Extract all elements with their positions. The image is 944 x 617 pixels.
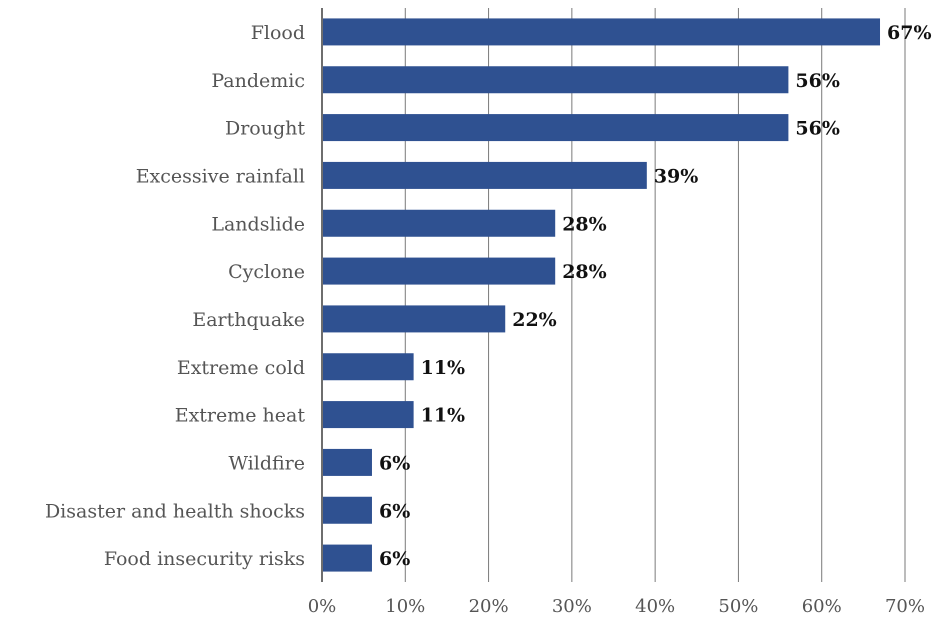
category-label: Flood — [251, 22, 305, 44]
data-label: 22% — [512, 309, 557, 331]
data-label: 67% — [887, 22, 932, 44]
category-label: Wildfire — [228, 452, 305, 474]
data-label: 6% — [379, 500, 410, 522]
x-tick-label: 30% — [552, 596, 592, 617]
category-label: Landslide — [211, 213, 305, 235]
data-label: 56% — [795, 70, 840, 92]
bar-earthquake — [322, 305, 505, 332]
category-label: Excessive rainfall — [136, 165, 305, 187]
bar-landslide — [322, 210, 555, 237]
bar-extreme-heat — [322, 401, 414, 428]
x-tick-label: 50% — [718, 596, 758, 617]
bar-food-insecurity-risks — [322, 545, 372, 572]
data-label: 56% — [795, 118, 840, 140]
bar-drought — [322, 114, 788, 141]
category-label: Cyclone — [228, 261, 305, 283]
bar-extreme-cold — [322, 353, 414, 380]
bar-disaster-and-health-shocks — [322, 497, 372, 524]
category-label: Extreme heat — [175, 405, 306, 427]
bar-flood — [322, 18, 880, 45]
data-label: 6% — [379, 452, 410, 474]
bar-wildfire — [322, 449, 372, 476]
category-label: Disaster and health shocks — [45, 500, 305, 522]
gridlines — [405, 8, 905, 582]
category-label: Earthquake — [192, 309, 305, 331]
bar-cyclone — [322, 258, 555, 285]
data-label: 28% — [562, 261, 607, 283]
x-tick-label: 0% — [308, 596, 337, 617]
data-label: 28% — [562, 213, 607, 235]
bar-excessive-rainfall — [322, 162, 647, 189]
x-tick-label: 60% — [802, 596, 842, 617]
data-label: 39% — [654, 165, 699, 187]
x-tick-label: 40% — [635, 596, 675, 617]
x-tick-label: 70% — [885, 596, 925, 617]
data-label: 11% — [421, 405, 466, 427]
x-tick-label: 20% — [469, 596, 509, 617]
bar-pandemic — [322, 66, 788, 93]
category-label: Extreme cold — [177, 357, 305, 379]
category-label: Food insecurity risks — [104, 548, 305, 570]
category-label: Pandemic — [211, 70, 305, 92]
category-label: Drought — [225, 118, 305, 140]
x-tick-label: 10% — [385, 596, 425, 617]
data-label: 6% — [379, 548, 410, 570]
data-label: 11% — [421, 357, 466, 379]
